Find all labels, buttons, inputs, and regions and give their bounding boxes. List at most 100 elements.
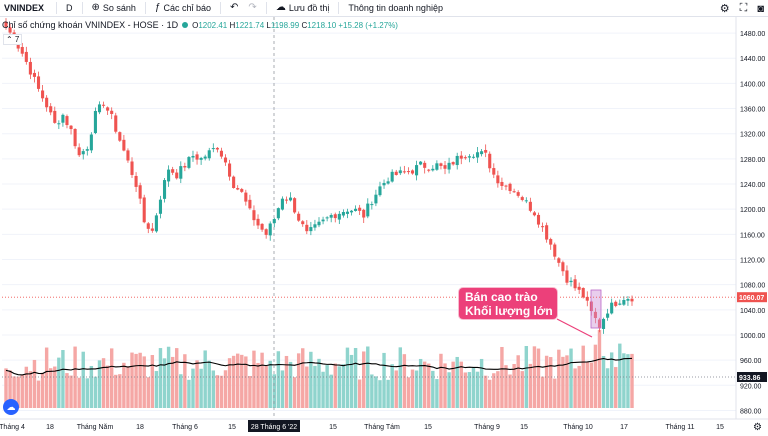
candle-body xyxy=(593,311,597,319)
candle-body xyxy=(89,134,93,151)
volume-bar xyxy=(211,370,216,408)
redo-button[interactable]: ↷ xyxy=(243,3,261,13)
volume-bar xyxy=(609,352,614,408)
market-status-dot-icon xyxy=(182,22,189,28)
volume-bar xyxy=(73,346,77,408)
low-value: 1198.99 xyxy=(270,20,300,30)
open-label: O xyxy=(192,20,199,30)
undo-button[interactable]: ↶ xyxy=(225,3,243,13)
candle-body xyxy=(443,165,447,169)
volume-bar xyxy=(93,376,98,408)
volume-bar xyxy=(105,365,110,408)
candle-body xyxy=(199,157,203,160)
candle-body xyxy=(569,280,573,283)
company-info-button[interactable]: Thông tin doanh nghiệp xyxy=(348,3,443,13)
toolbar-divider xyxy=(81,2,83,14)
tradingview-logo-icon[interactable]: ☁ xyxy=(3,399,19,415)
candle-body xyxy=(65,116,69,126)
toolbar-divider xyxy=(338,2,340,14)
symbol-name[interactable]: VNINDEX xyxy=(4,3,45,13)
candle-body xyxy=(142,197,146,223)
volume-bar xyxy=(439,353,443,408)
volume-bar xyxy=(126,366,130,408)
candle-body xyxy=(293,198,297,213)
high-value: 1221.74 xyxy=(235,20,265,30)
candle-body xyxy=(597,319,602,328)
volume-bar xyxy=(325,365,329,408)
candle-body xyxy=(475,152,480,158)
x-tick-label: Tháng 6 xyxy=(172,424,198,431)
volume-bar xyxy=(219,375,224,408)
y-tick-label: 1480.00 xyxy=(740,31,765,38)
x-tick-label: 15 xyxy=(716,424,724,431)
toolbar-divider xyxy=(144,2,146,14)
volume-bar xyxy=(333,363,337,408)
volume-bar xyxy=(57,357,61,408)
crosshair-date-tag xyxy=(248,420,300,432)
candle-body xyxy=(85,149,89,151)
legend-collapse-toggle[interactable]: ⌃ 7 xyxy=(3,34,23,45)
volume-bar xyxy=(435,379,439,408)
candle-body xyxy=(203,156,207,159)
fullscreen-icon[interactable]: ⛶ xyxy=(739,2,748,14)
volume-bar xyxy=(231,355,236,408)
volume-bar xyxy=(53,366,57,408)
ma-value-label: 933.86 xyxy=(739,375,761,382)
save-chart-button[interactable]: ☁ Lưu đồ thị xyxy=(271,3,335,14)
volume-bar xyxy=(585,361,589,408)
candle-body xyxy=(614,301,618,306)
candle-body xyxy=(195,154,199,160)
candle-body xyxy=(463,157,467,159)
x-tick-label: Tháng Tám xyxy=(364,424,400,431)
volume-bar xyxy=(20,374,24,408)
volume-bar xyxy=(475,371,480,408)
volume-bar xyxy=(467,372,472,408)
annotation-pointer xyxy=(556,318,593,338)
volume-bar xyxy=(85,378,90,408)
price-chart[interactable]: 880.00 920.00 960.00 1000.00 1040.00 1080.00 1… xyxy=(0,17,768,436)
volume-bar xyxy=(252,350,256,408)
candle-body xyxy=(268,223,272,236)
volume-bar xyxy=(394,370,398,408)
volume-bar xyxy=(317,358,321,408)
x-tick-label: 15 xyxy=(228,424,236,431)
volume-bar xyxy=(463,372,468,408)
volume-bar xyxy=(512,364,516,408)
candle-body xyxy=(467,156,471,158)
candle-body xyxy=(402,171,406,173)
candle-body xyxy=(390,171,394,182)
interval-button[interactable]: D xyxy=(66,3,73,13)
y-tick-label: 1440.00 xyxy=(740,56,765,63)
settings-gear-icon[interactable]: ⚙ xyxy=(719,3,730,15)
volume-bar xyxy=(227,358,232,408)
volume-bar xyxy=(179,374,183,408)
indicators-button[interactable]: ƒ Các chỉ báo xyxy=(150,3,216,14)
open-value: 1202.41 xyxy=(198,20,228,30)
volume-bar xyxy=(248,376,252,408)
scale-settings-gear-icon[interactable]: ⚙ xyxy=(753,422,762,433)
candle-body xyxy=(577,286,581,290)
candle-body xyxy=(427,169,431,171)
volume-bar xyxy=(89,365,94,408)
low-label: L xyxy=(266,20,271,30)
camera-icon[interactable]: ◙ xyxy=(757,2,764,15)
candle-body xyxy=(321,219,325,222)
volume-bar xyxy=(264,366,268,408)
volume-bar xyxy=(532,346,537,408)
volume-bar xyxy=(565,355,569,408)
candle-body xyxy=(455,155,459,166)
candle-body xyxy=(93,110,97,134)
x-tick-label: Tháng 10 xyxy=(563,424,593,431)
y-tick-label: 1240.00 xyxy=(740,182,765,189)
y-tick-label: 1120.00 xyxy=(740,257,765,264)
volume-bar xyxy=(443,363,447,408)
volume-bar xyxy=(626,354,630,408)
volume-bar xyxy=(459,361,463,408)
compare-button[interactable]: ⊕ So sánh xyxy=(87,3,141,14)
candle-body xyxy=(81,151,85,155)
candle-body xyxy=(337,213,341,220)
candle-body xyxy=(553,244,557,257)
volume-bar xyxy=(553,378,557,408)
candle-body xyxy=(240,189,244,192)
volume-bar xyxy=(223,370,228,408)
